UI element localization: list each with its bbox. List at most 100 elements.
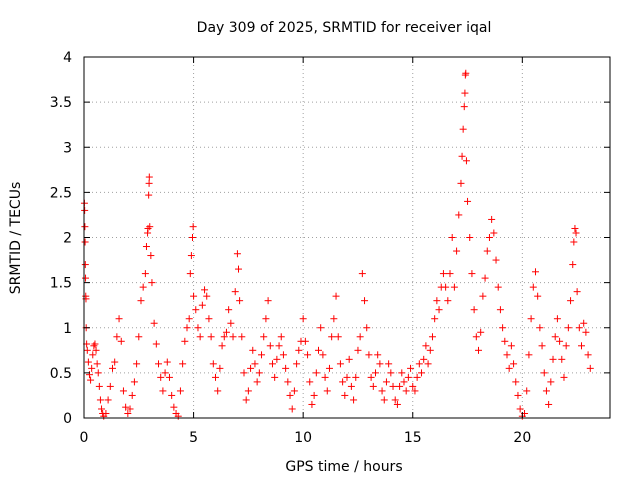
data-point	[203, 292, 211, 300]
data-point	[115, 315, 123, 323]
data-point	[279, 351, 287, 359]
data-point	[128, 391, 136, 399]
data-point	[91, 340, 99, 348]
data-point	[492, 256, 500, 264]
data-point	[144, 224, 152, 232]
data-point	[341, 391, 349, 399]
data-point	[308, 400, 316, 408]
data-point	[420, 355, 428, 363]
data-point	[236, 297, 244, 305]
data-point	[580, 319, 588, 327]
data-point	[380, 396, 388, 404]
data-point	[477, 328, 485, 336]
data-point	[122, 403, 130, 411]
data-point	[152, 340, 160, 348]
y-tick-label: 3.5	[50, 95, 72, 111]
data-point	[453, 247, 461, 255]
data-point	[186, 270, 194, 278]
x-axis-label: GPS time / hours	[285, 459, 402, 475]
data-point	[299, 315, 307, 323]
data-point	[255, 369, 263, 377]
y-tick-label: 2	[63, 231, 72, 247]
data-point	[284, 378, 292, 386]
data-point	[582, 328, 590, 336]
data-point	[277, 333, 285, 341]
data-point	[163, 358, 171, 366]
data-point	[586, 364, 594, 372]
data-point	[374, 351, 382, 359]
data-point	[431, 315, 439, 323]
data-point	[81, 238, 89, 246]
data-point	[428, 333, 436, 341]
data-point	[418, 369, 426, 377]
data-point	[328, 333, 336, 341]
data-point	[472, 333, 480, 341]
data-point	[104, 396, 112, 404]
data-point	[170, 403, 178, 411]
data-point	[290, 387, 298, 395]
data-point	[161, 369, 169, 377]
data-point	[439, 270, 447, 278]
data-point	[464, 197, 472, 205]
data-point	[214, 387, 222, 395]
data-point	[181, 337, 189, 345]
data-point	[569, 261, 577, 269]
data-point	[271, 373, 279, 381]
data-point	[159, 387, 167, 395]
data-point	[117, 337, 125, 345]
data-point	[95, 382, 103, 390]
data-point	[485, 234, 493, 241]
data-point	[231, 288, 239, 296]
data-point	[547, 378, 555, 386]
data-point	[466, 234, 474, 241]
data-point	[556, 337, 564, 345]
data-point	[262, 315, 270, 323]
data-point	[536, 324, 544, 332]
data-point	[479, 292, 487, 300]
data-point	[387, 369, 395, 377]
data-point	[512, 378, 520, 386]
data-point	[507, 342, 515, 350]
data-point	[198, 301, 206, 309]
data-point	[225, 306, 233, 314]
data-point	[301, 337, 309, 345]
data-point	[343, 373, 351, 381]
data-point	[514, 391, 522, 399]
data-point	[424, 360, 432, 368]
data-point	[124, 409, 132, 417]
data-point	[90, 342, 98, 350]
data-point	[205, 315, 213, 323]
data-point	[187, 252, 195, 260]
data-point	[365, 351, 373, 359]
data-point	[268, 360, 276, 368]
data-point	[415, 360, 423, 368]
data-point	[96, 396, 104, 404]
y-tick-label: 0.5	[50, 366, 72, 382]
data-point	[496, 306, 504, 314]
data-point	[458, 152, 466, 160]
data-point	[176, 387, 184, 395]
data-point	[413, 373, 421, 381]
data-point	[553, 315, 561, 323]
data-point	[542, 387, 550, 395]
data-point	[393, 400, 401, 408]
data-point	[190, 292, 198, 300]
data-point	[455, 211, 463, 219]
data-point	[286, 391, 294, 399]
data-point	[389, 382, 397, 390]
data-point	[194, 324, 202, 332]
data-point	[135, 333, 143, 341]
data-point	[168, 391, 176, 399]
data-point	[516, 405, 524, 413]
data-point	[426, 346, 434, 354]
data-point	[139, 283, 147, 291]
data-point	[183, 324, 191, 332]
data-point	[523, 387, 531, 395]
data-point	[293, 360, 301, 368]
data-point	[258, 351, 266, 359]
data-point	[488, 215, 496, 223]
data-point	[560, 373, 568, 381]
data-point	[461, 89, 469, 97]
data-point	[499, 324, 507, 332]
